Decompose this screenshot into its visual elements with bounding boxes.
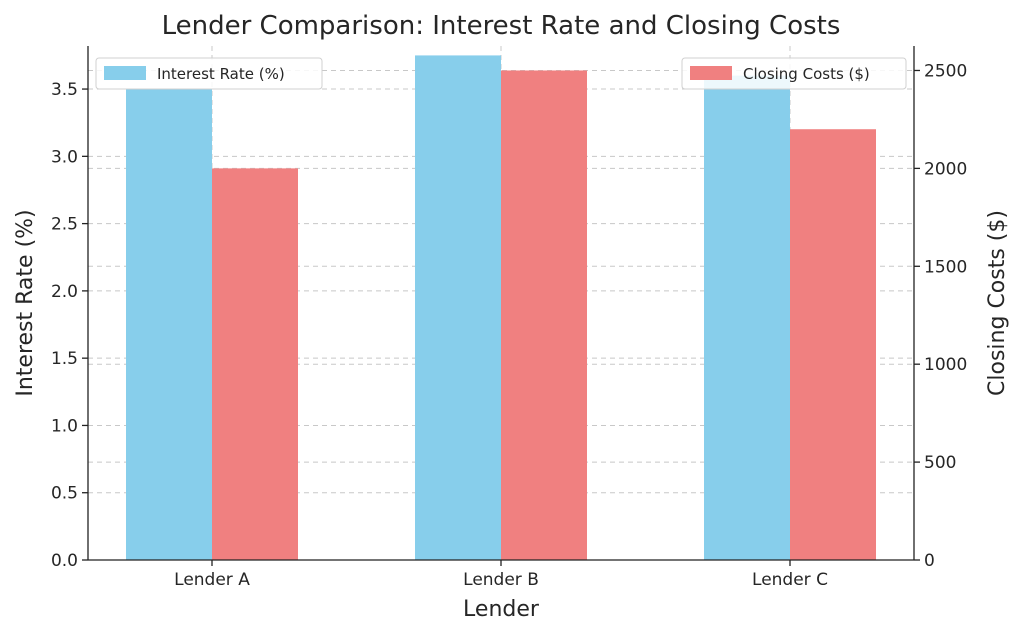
chart-title: Lender Comparison: Interest Rate and Clo…: [162, 11, 841, 41]
bar-closing-costs: [501, 70, 587, 560]
x-tick-label: Lender C: [752, 570, 828, 590]
left-tick-label: 3.5: [51, 80, 78, 100]
right-axis-label: Closing Costs ($): [985, 210, 1010, 396]
right-tick-label: 1000: [924, 355, 967, 375]
right-tick-label: 1500: [924, 257, 967, 277]
legend-left-frame: [95, 57, 323, 90]
right-tick-label: 2000: [924, 159, 967, 179]
left-tick-label: 3.0: [51, 147, 78, 167]
bar-interest-rate: [415, 55, 501, 560]
left-tick-label: 0.5: [51, 484, 78, 504]
x-tick-label: Lender A: [174, 570, 250, 590]
legend-right-label: Closing Costs ($): [743, 65, 870, 83]
legend-left: Interest Rate (%): [95, 57, 323, 90]
x-axis-label: Lender: [463, 597, 540, 622]
bar-interest-rate: [126, 89, 212, 561]
left-tick-label: 2.5: [51, 215, 78, 235]
bar-closing-costs: [790, 129, 876, 560]
right-axis-ticks: 0 500 1000 1500 2000 2500: [914, 61, 967, 571]
legend-left-swatch: [104, 66, 146, 80]
left-axis-ticks: 0.0 0.5 1.0 1.5 2.0 2.5 3.0 3.5: [51, 80, 88, 571]
left-tick-label: 1.5: [51, 349, 78, 369]
bar-closing-costs: [212, 168, 298, 560]
legend-right-frame: [681, 57, 907, 90]
right-tick-label: 0: [924, 551, 935, 571]
bars: [126, 55, 876, 561]
legend-right-swatch: [690, 66, 732, 80]
x-tick-label: Lender B: [463, 570, 539, 590]
right-tick-label: 2500: [924, 61, 967, 81]
x-axis-ticks: Lender A Lender B Lender C: [174, 560, 828, 590]
left-tick-label: 2.0: [51, 282, 78, 302]
right-tick-label: 500: [924, 453, 956, 473]
left-tick-label: 1.0: [51, 416, 78, 436]
legend-right: Closing Costs ($): [681, 57, 907, 90]
left-tick-label: 0.0: [51, 551, 78, 571]
legend-left-label: Interest Rate (%): [157, 65, 285, 83]
bar-interest-rate: [704, 75, 790, 560]
left-axis-label: Interest Rate (%): [13, 209, 38, 396]
